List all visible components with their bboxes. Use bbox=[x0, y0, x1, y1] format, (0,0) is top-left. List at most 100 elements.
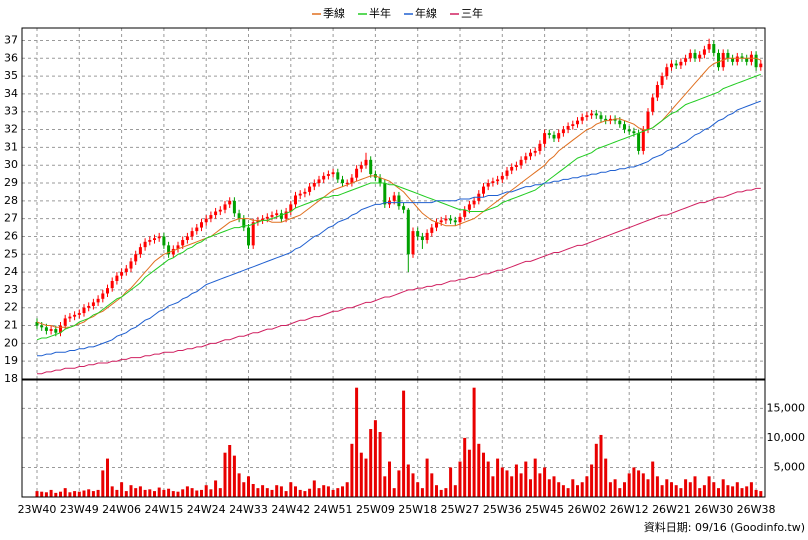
volume-bar bbox=[124, 491, 128, 497]
candle-body bbox=[707, 44, 711, 50]
candle-body bbox=[637, 133, 641, 151]
legend-label: 三年 bbox=[461, 6, 483, 20]
volume-bar bbox=[721, 479, 725, 497]
candle-body bbox=[232, 200, 236, 214]
candle-body bbox=[115, 275, 119, 282]
candle-body bbox=[157, 236, 161, 239]
x-tick-label: 23W49 bbox=[60, 503, 99, 516]
candle-body bbox=[566, 125, 570, 130]
volume-bar bbox=[228, 445, 232, 497]
x-tick-label: 26W38 bbox=[737, 503, 776, 516]
candle-body bbox=[684, 58, 688, 62]
candle-body bbox=[294, 195, 297, 205]
volume-bar bbox=[143, 489, 147, 497]
volume-bar bbox=[439, 489, 443, 497]
y-tick-label: 34 bbox=[4, 87, 18, 100]
candle-body bbox=[143, 241, 147, 248]
volume-bar bbox=[284, 491, 288, 497]
x-tick-label: 26W30 bbox=[694, 503, 733, 516]
volume-bar bbox=[496, 458, 500, 497]
volume-bar bbox=[740, 488, 744, 497]
candle-body bbox=[435, 222, 438, 228]
candle-body bbox=[463, 209, 467, 217]
y-tick-label: 26 bbox=[4, 229, 18, 242]
candle-body bbox=[289, 204, 293, 212]
candle-body bbox=[317, 179, 321, 184]
candle-body bbox=[171, 248, 175, 255]
volume-bar bbox=[171, 491, 175, 497]
volume-bar bbox=[355, 387, 359, 497]
candle-body bbox=[326, 174, 330, 176]
candle-body bbox=[35, 321, 39, 326]
volume-bar bbox=[369, 429, 373, 497]
volume-bar bbox=[247, 476, 250, 497]
candle-body bbox=[298, 193, 302, 196]
candle-body bbox=[256, 220, 260, 223]
candle-body bbox=[557, 133, 561, 139]
y-tick-label: 29 bbox=[4, 176, 18, 189]
candle-body bbox=[73, 314, 77, 317]
volume-bar bbox=[251, 484, 255, 497]
volume-bar bbox=[688, 482, 692, 497]
volume-bar bbox=[162, 489, 166, 497]
candle-body bbox=[77, 313, 81, 315]
candle-body bbox=[218, 209, 222, 212]
volume-bar bbox=[623, 482, 626, 497]
candle-body bbox=[237, 213, 241, 219]
candle-body bbox=[529, 152, 532, 157]
volume-bar bbox=[101, 470, 105, 497]
candle-body bbox=[101, 293, 105, 299]
legend-label: 半年 bbox=[369, 6, 391, 20]
volume-bar bbox=[256, 488, 260, 497]
volume-bar bbox=[406, 464, 410, 497]
volume-bar bbox=[547, 479, 551, 497]
volume-bar bbox=[44, 492, 48, 497]
candle-body bbox=[580, 117, 584, 121]
candle-body bbox=[120, 272, 124, 276]
y-tick-label: 19 bbox=[4, 354, 18, 367]
volume-bar bbox=[110, 486, 114, 497]
candle-body bbox=[590, 113, 594, 116]
y-tick-label: 30 bbox=[4, 158, 18, 171]
candle-body bbox=[604, 118, 608, 121]
y-tick-label: 32 bbox=[4, 123, 18, 136]
candle-body bbox=[106, 288, 109, 294]
candle-body bbox=[416, 231, 420, 237]
y-tick-label: 5,000 bbox=[774, 460, 806, 473]
candle-body bbox=[712, 44, 716, 53]
volume-bar bbox=[82, 490, 86, 497]
candle-body bbox=[350, 177, 354, 184]
candle-body bbox=[500, 175, 504, 180]
candle-body bbox=[641, 129, 645, 151]
candle-body bbox=[608, 118, 612, 121]
volume-bar bbox=[350, 443, 354, 497]
volume-bar bbox=[383, 476, 387, 497]
candle-body bbox=[524, 156, 528, 160]
volume-bar bbox=[54, 492, 58, 497]
candle-body bbox=[261, 218, 265, 221]
volume-bar bbox=[500, 467, 504, 497]
volume-bar bbox=[322, 485, 326, 497]
volume-bar bbox=[482, 452, 485, 497]
volume-bar bbox=[265, 488, 269, 497]
candle-body bbox=[482, 186, 485, 194]
volume-bar bbox=[491, 476, 495, 497]
y-tick-label: 25 bbox=[4, 247, 18, 260]
y-tick-label: 15,000 bbox=[767, 401, 806, 414]
candle-body bbox=[547, 133, 551, 135]
volume-bar bbox=[49, 489, 53, 497]
volume-bar bbox=[745, 486, 749, 497]
volume-bar bbox=[453, 485, 457, 497]
x-tick-label: 24W51 bbox=[314, 503, 353, 516]
candle-body bbox=[355, 168, 359, 178]
volume-bar bbox=[214, 480, 218, 497]
candle-body bbox=[87, 305, 91, 308]
candle-body bbox=[538, 143, 542, 151]
candle-body bbox=[91, 302, 95, 306]
volume-bar bbox=[529, 479, 532, 497]
volume-bar bbox=[458, 461, 462, 497]
candle-body bbox=[665, 67, 669, 77]
volume-bar bbox=[641, 473, 645, 497]
candle-body bbox=[312, 183, 316, 187]
candle-body bbox=[444, 218, 448, 221]
